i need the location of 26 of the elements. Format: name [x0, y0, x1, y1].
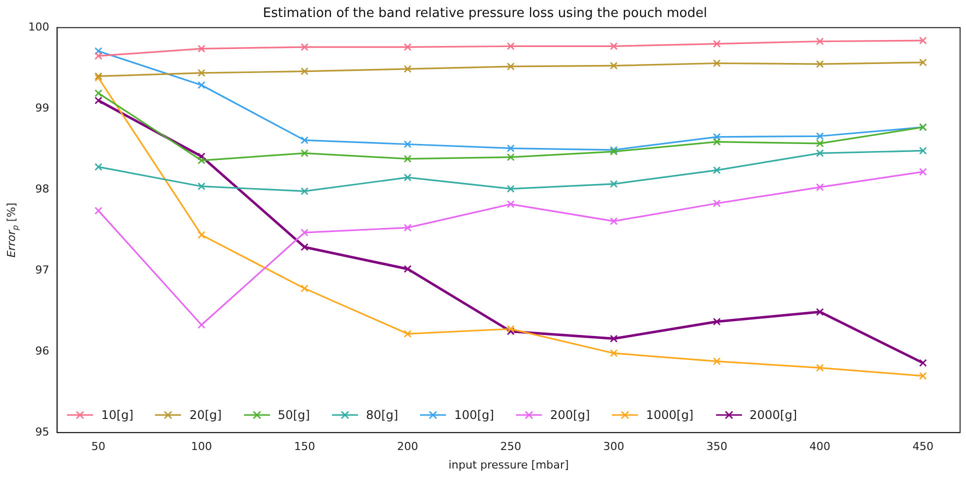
legend-label: 200[g] — [550, 408, 590, 422]
y-tick-label: 97 — [35, 263, 50, 276]
legend-label: 50[g] — [278, 408, 310, 422]
legend-label: 1000[g] — [646, 408, 694, 422]
chart-title: Estimation of the band relative pressure loss using the pouch model — [262, 6, 708, 22]
x-axis-title: input pressure [mbar] — [448, 458, 569, 472]
y-tick-label: 98 — [35, 182, 50, 196]
legend-label: 20[g] — [189, 408, 222, 422]
x-tick-label: 250 — [500, 440, 522, 454]
legend-label: 100[g] — [454, 408, 494, 422]
x-tick-label: 350 — [706, 440, 728, 454]
y-axis-title: Errorp [%] — [4, 202, 20, 258]
y-tick-label: 95 — [35, 425, 50, 438]
x-tick-label: 300 — [603, 440, 624, 454]
legend-label: 2000[g] — [750, 408, 798, 422]
x-tick-label: 100 — [190, 440, 212, 454]
x-tick-label: 450 — [912, 440, 934, 454]
y-tick-label: 100 — [28, 20, 50, 34]
y-tick-label: 99 — [35, 101, 50, 114]
y-tick-label: 96 — [35, 344, 50, 358]
x-tick-label: 200 — [397, 440, 418, 454]
x-tick-label: 50 — [91, 440, 106, 454]
legend-label: 80[g] — [366, 408, 398, 422]
legend-label: 10[g] — [101, 408, 134, 422]
x-tick-label: 150 — [294, 440, 316, 454]
x-tick-label: 400 — [809, 440, 830, 454]
